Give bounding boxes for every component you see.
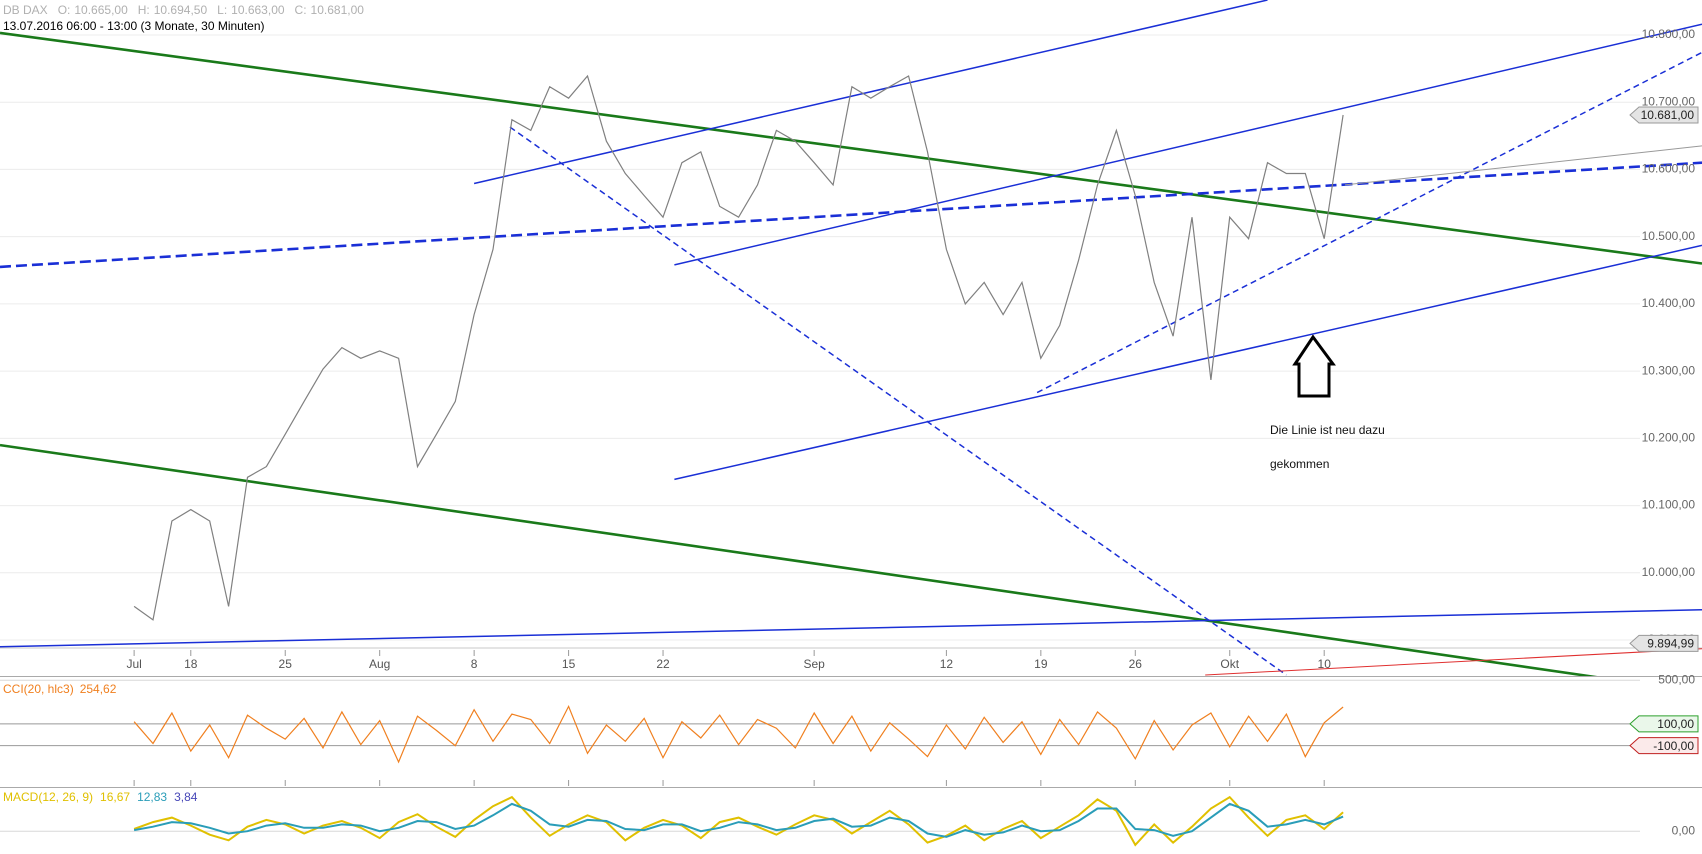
indicator-value: 16,67	[100, 790, 130, 804]
y-tick-label: 10.000,00	[1642, 565, 1696, 579]
indicator-title: MACD(12, 26, 9)	[3, 790, 93, 804]
trendline	[473, 0, 1268, 185]
y-tick-label: 10.600,00	[1642, 162, 1696, 176]
header-title: DB DAX	[3, 3, 48, 17]
ohlc-value: 10.681,00	[311, 3, 365, 17]
x-tick-label: 22	[656, 657, 670, 671]
line	[133, 704, 1344, 764]
x-tick-label: 15	[562, 657, 576, 671]
trendline	[509, 126, 1287, 676]
x-tick-label: Jul	[126, 657, 141, 671]
x-tick-label: 19	[1034, 657, 1048, 671]
x-tick-label: Sep	[803, 657, 825, 671]
annotation: Die Linie ist neu dazu	[1270, 423, 1385, 437]
price-panel	[0, 0, 1702, 676]
x-tick-label: Aug	[369, 657, 390, 671]
ohlc-name: C:	[295, 3, 307, 17]
trendline	[1205, 648, 1702, 676]
subtitle: 13.07.2016 06:00 - 13:00 (3 Monate, 30 M…	[3, 19, 265, 33]
trendline	[0, 609, 1702, 648]
value-tag	[1629, 106, 1699, 124]
cci-panel	[0, 679, 1640, 786]
trendline	[0, 31, 1702, 265]
x-tick-label: 10	[1318, 657, 1332, 671]
x-tick-label: Okt	[1220, 657, 1239, 671]
trendline	[0, 161, 1702, 269]
x-tick-label: 18	[184, 657, 198, 671]
ohlc-name: O:	[58, 3, 71, 17]
ohlc-value: 10.665,00	[74, 3, 128, 17]
y-tick-label: 10.100,00	[1642, 498, 1696, 512]
indicator-header: MACD(12, 26, 9) 16,67 12,83 3,84	[3, 790, 198, 804]
value-tag-label: 9.894,99	[1647, 637, 1694, 651]
series-line	[133, 795, 1344, 847]
y-tick-label: 10.700,00	[1642, 94, 1696, 108]
ohlc-value: 10.694,50	[154, 3, 208, 17]
y-tick-label: 10.800,00	[1642, 27, 1696, 41]
y-tick-label: 10.500,00	[1642, 229, 1696, 243]
indicator-value: 3,84	[174, 790, 198, 804]
y-tick-label: 500,00	[1658, 672, 1695, 686]
indicator-title: CCI(20, hlc3)	[3, 682, 74, 696]
ohlc-value: 10.663,00	[231, 3, 285, 17]
y-tick-label: 10.300,00	[1642, 363, 1696, 377]
trendline	[674, 244, 1702, 481]
x-tick-label: 12	[940, 657, 954, 671]
trendline	[674, 23, 1702, 266]
x-tick-label: 26	[1129, 657, 1143, 671]
header: DB DAX O: 10.665,00 H: 10.694,50 L: 10.663,00 C…	[3, 3, 364, 17]
line	[133, 74, 1344, 621]
series-line	[133, 802, 1344, 838]
value-tag	[1629, 715, 1699, 733]
indicator-value: 254,62	[80, 682, 117, 696]
y-tick-label: 10.400,00	[1642, 296, 1696, 310]
indicator-header: CCI(20, hlc3) 254,62	[3, 682, 117, 696]
labels: 9.900,0010.000,0010.100,0010.200,0010.30…	[3, 3, 1699, 837]
x-tick-label: 8	[471, 657, 478, 671]
value-tag-label: 10.681,00	[1641, 108, 1695, 122]
macd-panel	[0, 795, 1640, 847]
annotation: gekommen	[1270, 457, 1329, 471]
value-tag-label: 100,00	[1657, 717, 1694, 731]
trendline	[1036, 51, 1702, 394]
trendline	[0, 443, 1598, 676]
arrow	[1292, 334, 1336, 398]
y-tick-label: 0,00	[1672, 823, 1696, 837]
value-tag	[1629, 737, 1699, 755]
value-tag-label: -100,00	[1653, 739, 1694, 753]
indicator-value: 12,83	[137, 790, 167, 804]
ohlc-name: L:	[217, 3, 227, 17]
value-tag	[1629, 634, 1699, 652]
ohlc-name: H:	[138, 3, 150, 17]
x-tick-label: 25	[279, 657, 293, 671]
y-tick-label: 10.200,00	[1642, 431, 1696, 445]
trendline	[1344, 145, 1702, 186]
